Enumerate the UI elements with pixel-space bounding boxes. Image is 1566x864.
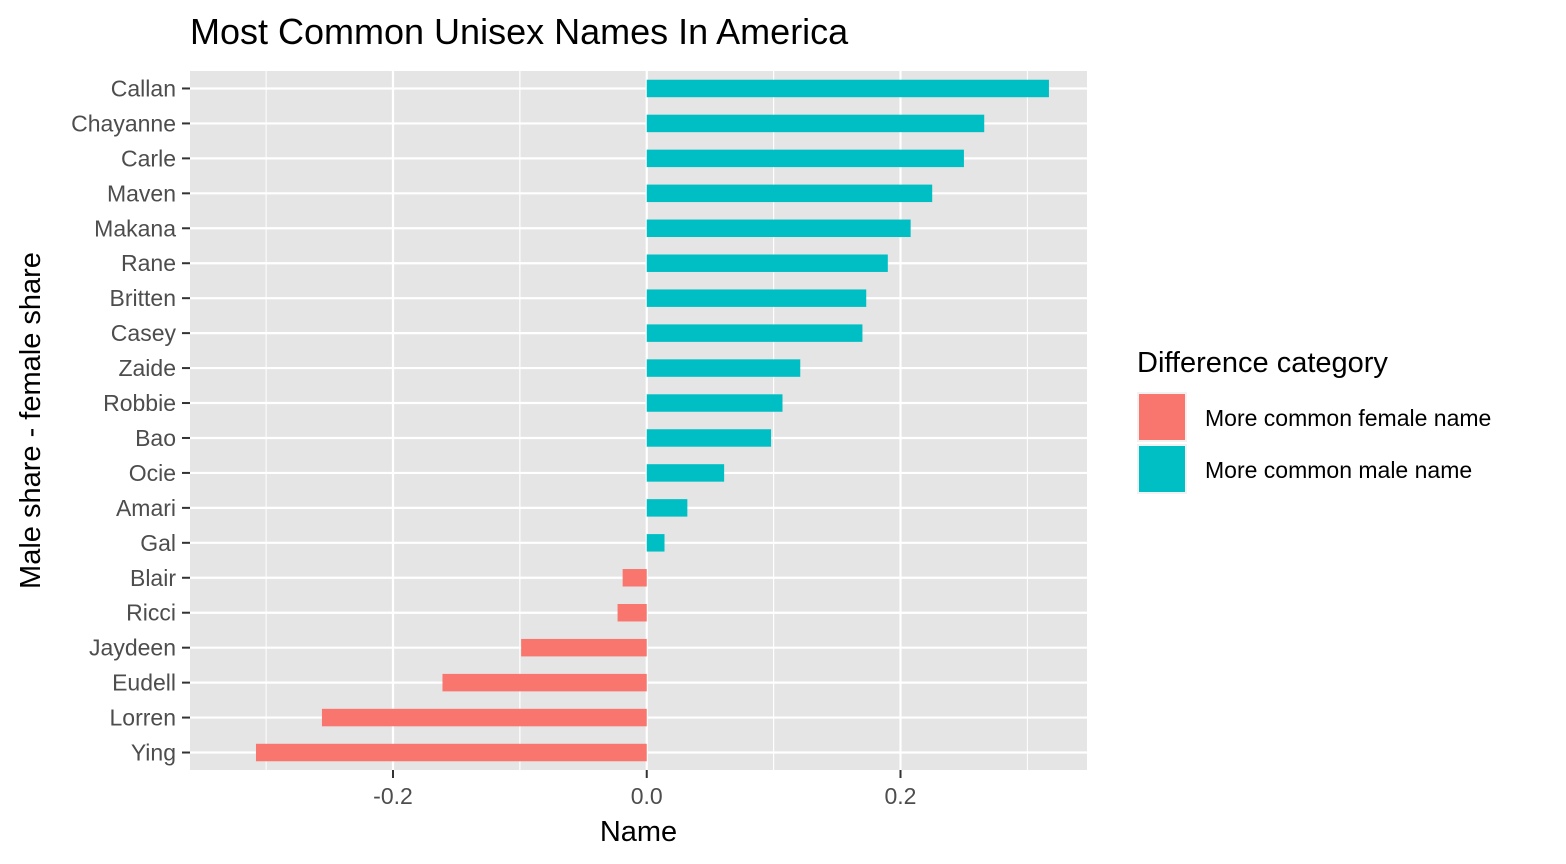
- y-tick-label: Bao: [135, 425, 176, 451]
- bar-makana: [646, 219, 911, 238]
- y-axis: Callan Chayanne Carle Maven Makana Rane Britte…: [71, 75, 190, 766]
- bar-carle: [646, 149, 964, 168]
- x-tick-label: 0.0: [631, 783, 663, 809]
- y-tick-label: Callan: [111, 75, 176, 101]
- x-axis-title: Name: [600, 816, 677, 848]
- y-tick-label: Britten: [110, 285, 176, 311]
- bar-casey: [646, 324, 863, 342]
- legend: Difference category More common female n…: [1137, 347, 1491, 494]
- legend-label: More common male name: [1205, 457, 1472, 483]
- bar-ying: [255, 743, 647, 762]
- y-tick-label: Casey: [111, 320, 177, 346]
- bar-bao: [646, 429, 772, 447]
- bar-maven: [646, 184, 933, 203]
- y-tick-label: Amari: [116, 495, 176, 521]
- bar-ricci: [617, 603, 647, 622]
- legend-title: Difference category: [1137, 347, 1388, 379]
- bar-callan: [646, 79, 1049, 98]
- y-tick-label: Ying: [131, 740, 176, 766]
- y-tick-label: Jaydeen: [89, 635, 176, 661]
- bar-blair: [622, 569, 647, 587]
- y-tick-label: Lorren: [110, 705, 176, 731]
- y-tick-label: Maven: [107, 180, 176, 206]
- y-tick-label: Carle: [121, 145, 176, 171]
- x-tick-label: -0.2: [373, 783, 413, 809]
- bars: [255, 79, 1049, 762]
- x-tick-label: 0.2: [885, 783, 917, 809]
- plot-panel: [190, 71, 1087, 770]
- chart-title: Most Common Unisex Names In America: [190, 11, 849, 52]
- bar-jaydeen: [521, 638, 647, 657]
- legend-swatch: [1139, 394, 1185, 440]
- bar-rane: [646, 254, 888, 272]
- bar-gal: [646, 534, 665, 552]
- bar-eudell: [442, 673, 647, 692]
- y-tick-label: Makana: [94, 215, 176, 241]
- y-tick-label: Zaide: [118, 355, 176, 381]
- y-tick-label: Robbie: [103, 390, 176, 416]
- y-tick-label: Ricci: [126, 600, 176, 626]
- y-tick-label: Chayanne: [71, 110, 176, 136]
- y-tick-label: Blair: [130, 565, 176, 591]
- bar-ocie: [646, 464, 725, 482]
- y-tick-label: Eudell: [112, 670, 176, 696]
- bar-zaide: [646, 359, 801, 377]
- bar-chayanne: [646, 114, 985, 133]
- y-tick-label: Ocie: [129, 460, 176, 486]
- y-tick-label: Rane: [121, 250, 176, 276]
- legend-label: More common female name: [1205, 405, 1491, 431]
- bar-robbie: [646, 394, 783, 412]
- y-axis-title: Male share - female share: [15, 252, 47, 589]
- y-tick-label: Gal: [140, 530, 176, 556]
- bar-britten: [646, 289, 867, 307]
- x-axis: -0.2 0.0 0.2: [373, 770, 916, 809]
- legend-swatch: [1139, 446, 1185, 492]
- bar-lorren: [321, 708, 647, 727]
- bar-amari: [646, 499, 688, 517]
